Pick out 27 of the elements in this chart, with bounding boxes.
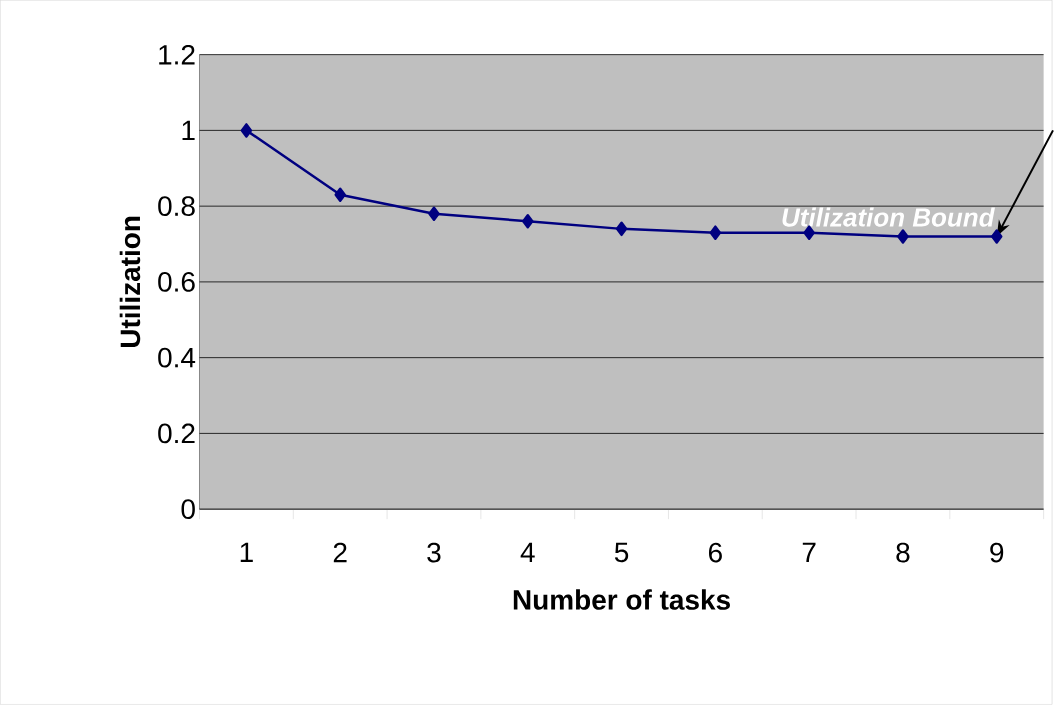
point xyxy=(709,225,722,241)
point xyxy=(334,187,346,203)
y-tick-label: 0 xyxy=(181,499,195,520)
y-tick-label: 0.2 xyxy=(158,423,195,444)
point xyxy=(428,206,440,222)
point xyxy=(615,221,628,237)
x-axis-title: Number of tasks xyxy=(513,589,730,611)
x-tick-label: 8 xyxy=(896,542,910,563)
x-tick-label: 4 xyxy=(520,542,535,563)
x-tick-label: 7 xyxy=(802,542,816,563)
x-tick-label: 6 xyxy=(709,542,722,563)
point xyxy=(990,229,1003,244)
y-tick-label: 1.2 xyxy=(159,45,195,65)
annotation: Utilization Bound xyxy=(782,207,995,227)
x-tick-label: 1 xyxy=(240,542,253,563)
x-tick-label: 3 xyxy=(427,542,441,563)
y-tick-label: 0.8 xyxy=(158,196,195,217)
y-axis-title: Utilization xyxy=(119,216,141,348)
y-tick-label: 1 xyxy=(182,120,195,141)
point xyxy=(897,229,909,244)
y-tick-label: 0.6 xyxy=(158,272,195,292)
y-tick-label: 0.4 xyxy=(158,347,196,368)
point xyxy=(522,214,534,229)
x-tick-label: 9 xyxy=(990,542,1004,563)
x-tick-label: 2 xyxy=(333,542,347,563)
x-tick-label: 5 xyxy=(614,542,629,563)
point xyxy=(240,123,253,138)
